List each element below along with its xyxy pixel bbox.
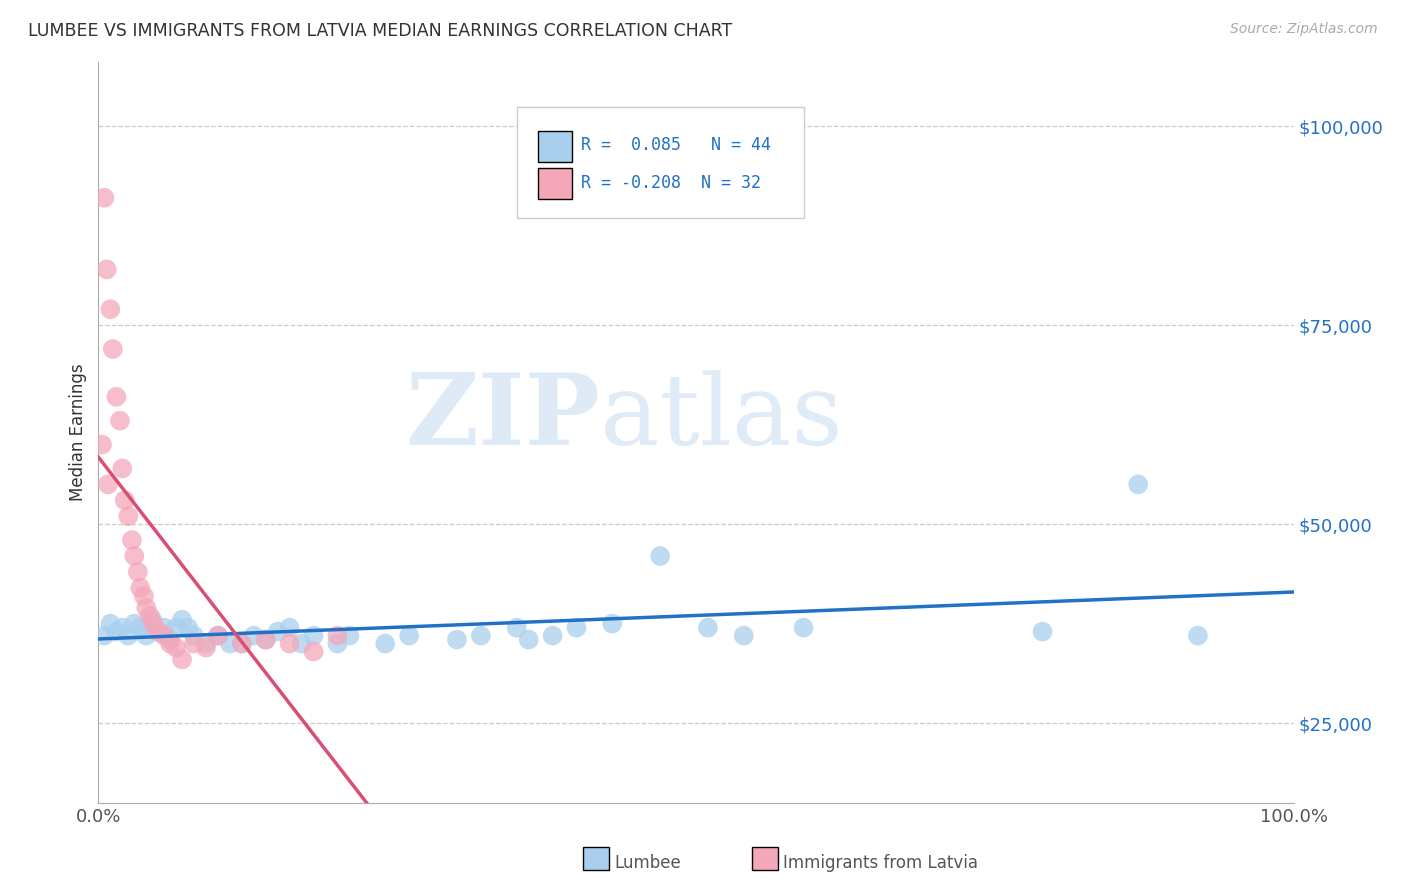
Point (165, 621, 187, 635)
Point (207, 629, 229, 643)
Text: Source: ZipAtlas.com: Source: ZipAtlas.com (1230, 22, 1378, 37)
FancyBboxPatch shape (517, 107, 804, 218)
Point (697, 621, 720, 635)
Point (93, 629, 115, 643)
Point (602, 616, 624, 631)
Text: Immigrants from Latvia: Immigrants from Latvia (783, 854, 979, 871)
Point (117, 629, 139, 643)
Point (129, 621, 152, 635)
Point (267, 624, 290, 639)
Point (135, 600, 157, 615)
Point (278, 621, 301, 635)
Point (153, 629, 176, 643)
Point (793, 621, 815, 635)
Point (127, 565, 149, 579)
Point (101, 342, 124, 356)
Point (91, 437, 114, 451)
Point (183, 637, 205, 651)
Point (231, 637, 253, 651)
Text: R =  0.085   N = 44: R = 0.085 N = 44 (581, 136, 772, 154)
Point (374, 637, 396, 651)
Point (93, 191, 115, 205)
Point (142, 616, 165, 631)
Point (470, 629, 492, 643)
Point (172, 613, 194, 627)
Point (195, 637, 218, 651)
Point (195, 640, 218, 655)
Text: Lumbee: Lumbee (614, 854, 681, 871)
Point (111, 621, 134, 635)
Point (139, 608, 162, 623)
Point (326, 637, 349, 651)
Point (254, 632, 277, 647)
FancyBboxPatch shape (538, 169, 572, 200)
Point (111, 461, 134, 475)
Point (108, 414, 131, 428)
Point (398, 629, 420, 643)
Point (517, 632, 540, 647)
Point (302, 644, 325, 658)
Point (177, 621, 200, 635)
Point (231, 637, 253, 651)
Point (148, 624, 170, 639)
Point (733, 629, 755, 643)
Point (159, 632, 181, 647)
Point (219, 637, 242, 651)
Point (254, 632, 277, 647)
Point (124, 549, 146, 563)
Point (124, 616, 146, 631)
Point (98, 302, 122, 317)
Point (648, 549, 672, 563)
Point (291, 637, 314, 651)
Point (172, 652, 194, 666)
Point (278, 637, 301, 651)
Text: atlas: atlas (600, 370, 844, 466)
Point (135, 629, 157, 643)
Point (129, 581, 152, 595)
Point (1128, 477, 1150, 491)
Point (207, 629, 229, 643)
FancyBboxPatch shape (538, 131, 572, 162)
Point (105, 390, 128, 404)
Point (121, 533, 143, 547)
Point (114, 493, 136, 508)
Point (97, 477, 120, 491)
Text: ZIP: ZIP (405, 369, 600, 467)
Point (98, 616, 122, 631)
Point (446, 632, 468, 647)
Point (1032, 624, 1054, 639)
Point (506, 621, 529, 635)
Point (541, 629, 564, 643)
Point (159, 637, 181, 651)
Point (165, 640, 187, 655)
Text: LUMBEE VS IMMIGRANTS FROM LATVIA MEDIAN EARNINGS CORRELATION CHART: LUMBEE VS IMMIGRANTS FROM LATVIA MEDIAN … (28, 22, 733, 40)
Point (339, 629, 361, 643)
Point (141, 613, 163, 627)
Point (105, 624, 128, 639)
Point (132, 589, 155, 603)
Text: R = -0.208  N = 32: R = -0.208 N = 32 (581, 174, 761, 192)
Point (117, 509, 139, 524)
Y-axis label: Median Earnings: Median Earnings (69, 364, 87, 501)
Point (1187, 629, 1209, 643)
Point (148, 624, 170, 639)
Point (96, 262, 118, 277)
Point (326, 629, 349, 643)
Point (243, 629, 266, 643)
Point (183, 629, 205, 643)
Point (153, 621, 176, 635)
Point (565, 621, 588, 635)
Point (302, 629, 325, 643)
